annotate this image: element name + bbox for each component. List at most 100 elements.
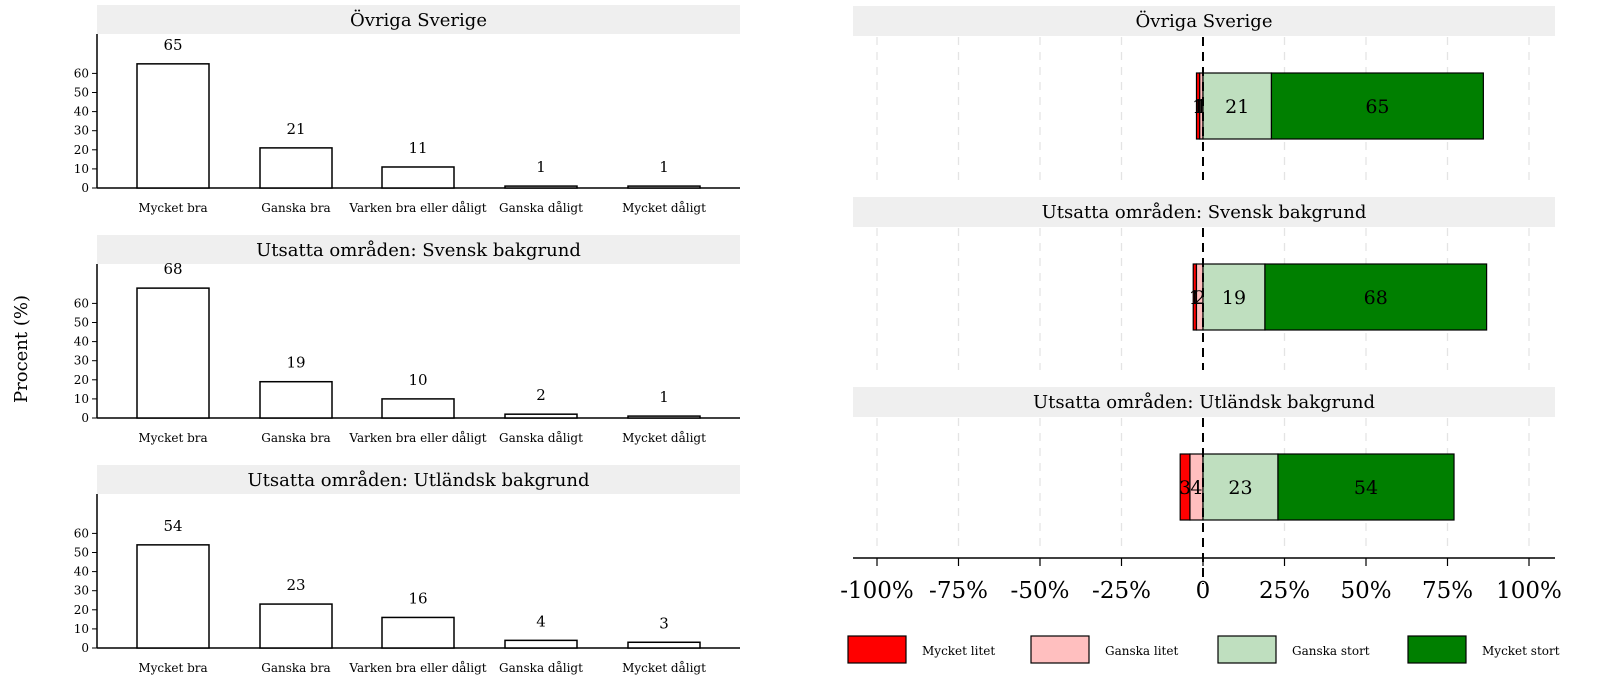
diverging-x-axis: -100% -75% -50% -25% 0 25% 50% 75% 100% — [840, 557, 1562, 604]
category-label: Ganska dåligt — [499, 660, 583, 675]
panel-title: Utsatta områden: Svensk bakgrund — [1042, 201, 1367, 223]
y-tick-label: 60 — [74, 296, 89, 310]
y-tick-label: 10 — [74, 162, 89, 176]
bar-1 — [136, 544, 210, 649]
bar-4 — [504, 185, 578, 189]
y-tick-label: 60 — [74, 66, 89, 80]
x-tick-label: 50% — [1340, 578, 1391, 604]
x-tick-label: -100% — [840, 578, 914, 604]
bar-panel-1: Övriga Sverige 0 10 20 30 40 50 60 65 Mycket bra 2… — [74, 5, 740, 215]
panel-header-bg — [853, 6, 1555, 36]
y-tick-label: 20 — [74, 373, 89, 387]
bar-1 — [136, 287, 210, 419]
x-tick-label: -25% — [1092, 578, 1151, 604]
legend-swatch — [1407, 635, 1467, 664]
panel-header-bg — [97, 5, 740, 34]
panel-header-bg — [97, 465, 740, 494]
legend-label: Mycket litet — [922, 644, 995, 658]
bar-value-label: 4 — [536, 612, 546, 630]
legend-swatch — [1217, 635, 1277, 664]
panel-header-bg — [853, 387, 1555, 417]
segment-mycket-stort — [1270, 72, 1484, 140]
y-axis-label: Procent (%) — [11, 295, 32, 403]
segment-mycket-stort — [1277, 453, 1455, 521]
y-tick-label: 20 — [74, 603, 89, 617]
panel-title: Utsatta områden: Svensk bakgrund — [256, 239, 581, 261]
y-tick-label: 30 — [74, 584, 89, 598]
bar-value-label: 1 — [536, 158, 546, 176]
category-label: Ganska bra — [261, 661, 330, 675]
y-tick-label: 50 — [74, 546, 89, 560]
bar-4 — [504, 413, 578, 419]
segment-value-label: 4 — [1190, 477, 1202, 499]
category-label: Mycket bra — [138, 661, 207, 675]
bar-value-label: 19 — [286, 354, 305, 372]
bar-2 — [259, 603, 333, 649]
category-label: Ganska bra — [261, 201, 330, 215]
category-label: Ganska dåligt — [499, 430, 583, 445]
panel-header-bg — [853, 197, 1555, 227]
bar-5 — [627, 415, 701, 419]
segment-mycket-stort — [1264, 263, 1488, 331]
bar-2 — [259, 147, 333, 189]
bar-value-label: 65 — [163, 36, 182, 54]
bar-value-label: 1 — [659, 158, 669, 176]
segment-value-label: 3 — [1179, 477, 1191, 499]
legend-item: Mycket litet — [847, 635, 995, 664]
y-tick-label: 40 — [74, 105, 89, 119]
bar-3 — [381, 166, 455, 189]
segment-value-label: 68 — [1364, 287, 1388, 309]
bar-value-label: 2 — [536, 386, 546, 404]
legend-swatch — [847, 635, 907, 664]
panel-title: Övriga Sverige — [1136, 9, 1273, 32]
segment-value-label: 21 — [1225, 96, 1249, 118]
segment-ganska-stort — [1202, 72, 1273, 140]
bar-value-label: 54 — [163, 517, 182, 535]
y-tick-label: 50 — [74, 86, 89, 100]
legend-item: Ganska litet — [1030, 635, 1178, 664]
segment-ganska-stort — [1202, 453, 1279, 521]
bar-value-label: 23 — [286, 576, 305, 594]
category-label: Ganska dåligt — [499, 200, 583, 215]
x-tick-label: 25% — [1259, 578, 1310, 604]
category-label: Mycket bra — [138, 431, 207, 445]
legend-item: Mycket stort — [1407, 635, 1560, 664]
segment-value-label: 23 — [1228, 477, 1252, 499]
bar-2 — [259, 380, 333, 419]
y-tick-label: 50 — [74, 316, 89, 330]
x-tick-label: -75% — [929, 578, 988, 604]
bar-1 — [136, 63, 210, 189]
bar-panel-3: Utsatta områden: Utländsk bakgrund 0 10 20 3… — [74, 465, 740, 675]
x-tick-label: 100% — [1496, 578, 1562, 604]
y-tick-label: 0 — [81, 641, 89, 655]
y-tick-label: 40 — [74, 565, 89, 579]
bar-value-label: 11 — [408, 139, 427, 157]
segment-ganska-stort — [1202, 263, 1266, 331]
category-label: Mycket dåligt — [622, 200, 706, 215]
y-tick-label: 0 — [81, 411, 89, 425]
legend-swatch — [1030, 635, 1090, 664]
bar-value-label: 10 — [408, 371, 427, 389]
segment-value-label: 54 — [1354, 477, 1378, 499]
x-tick-label: -50% — [1011, 578, 1070, 604]
y-tick-label: 30 — [74, 354, 89, 368]
legend-label: Mycket stort — [1482, 644, 1560, 658]
category-label: Varken bra eller dåligt — [348, 430, 486, 445]
diverging-panel-3: Utsatta områden: Utländsk bakgrund 3 4 23 54 — [853, 387, 1555, 584]
category-label: Varken bra eller dåligt — [348, 200, 486, 215]
bar-value-label: 68 — [163, 260, 182, 278]
bar-value-label: 1 — [659, 388, 669, 406]
y-tick-label: 60 — [74, 526, 89, 540]
bar-value-label: 16 — [408, 589, 427, 607]
category-label: Mycket bra — [138, 201, 207, 215]
legend: Mycket litet Ganska litet Ganska stort Myck… — [847, 635, 1560, 664]
bar-5 — [627, 641, 701, 649]
legend-label: Ganska stort — [1292, 644, 1370, 658]
panel-title: Utsatta områden: Utländsk bakgrund — [1033, 391, 1375, 413]
segment-value-label: 65 — [1365, 96, 1389, 118]
legend-item: Ganska stort — [1217, 635, 1370, 664]
